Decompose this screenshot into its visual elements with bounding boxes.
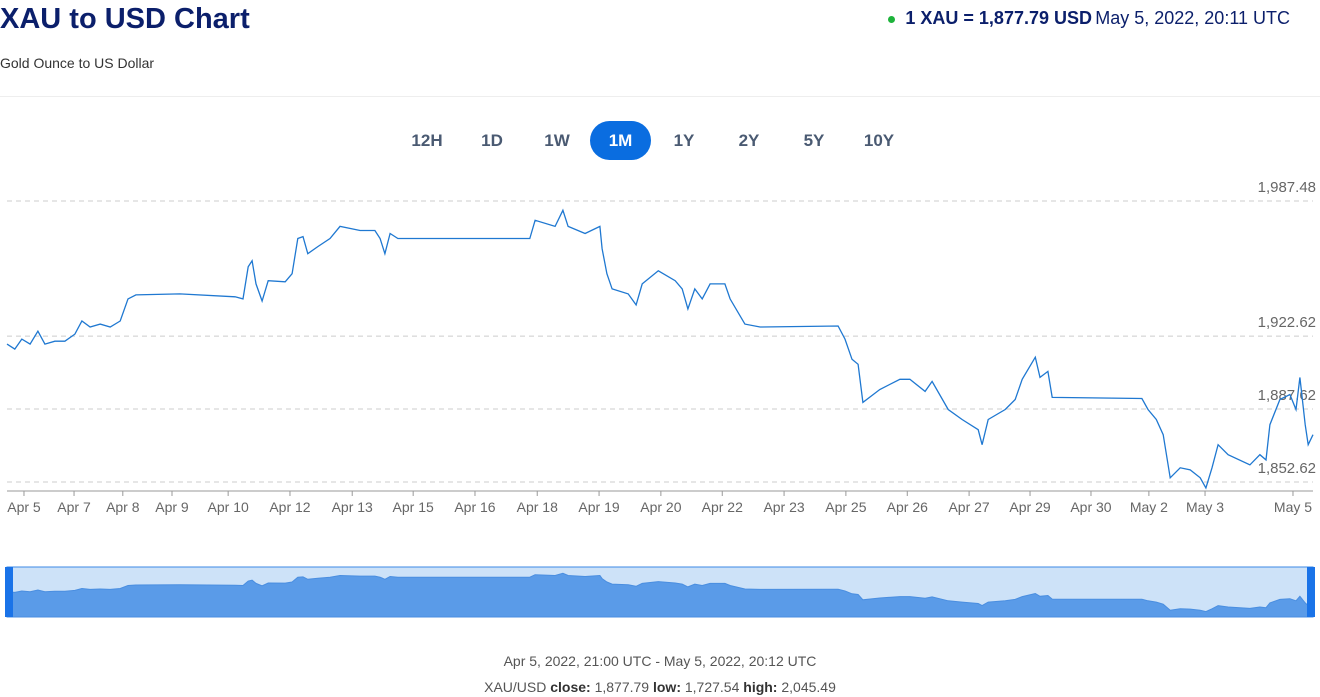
low-label: low: <box>652 679 681 695</box>
x-tick-label: Apr 8 <box>106 499 140 515</box>
navigator-handle[interactable] <box>1307 567 1315 617</box>
range-button[interactable]: 1D <box>481 131 503 150</box>
x-tick-label: Apr 15 <box>393 499 434 515</box>
pair: XAU/USD <box>484 679 547 695</box>
x-tick-label: Apr 16 <box>454 499 495 515</box>
x-tick-label: Apr 25 <box>825 499 866 515</box>
low: 1,727.54 <box>684 679 740 695</box>
range-button[interactable]: 1W <box>544 131 570 150</box>
high: 2,045.49 <box>781 679 836 695</box>
subtitle: Gold Ounce to US Dollar <box>0 55 155 71</box>
x-tick-label: Apr 27 <box>948 499 989 515</box>
x-tick-label: May 2 <box>1130 499 1168 515</box>
navigator-area <box>6 572 1314 618</box>
x-tick-label: Apr 7 <box>57 499 91 515</box>
separator <box>0 96 1320 97</box>
x-tick-label: Apr 18 <box>517 499 558 515</box>
high-label: high: <box>743 679 778 695</box>
navigator-handle[interactable] <box>5 567 13 617</box>
rate: 1 XAU = 1,877.79 USD <box>888 8 1092 29</box>
y-tick-label: 1,852.62 <box>1258 460 1316 477</box>
x-tick-label: Apr 30 <box>1070 499 1111 515</box>
x-tick-label: Apr 19 <box>578 499 619 515</box>
range-button[interactable]: 1M <box>590 121 651 160</box>
price-line <box>6 208 1314 490</box>
x-tick-label: Apr 5 <box>7 499 41 515</box>
close: 1,877.79 <box>594 679 650 695</box>
range-button[interactable]: 1Y <box>673 131 695 150</box>
x-tick-label: Apr 13 <box>332 499 373 515</box>
x-tick-label: Apr 20 <box>640 499 681 515</box>
x-tick-label: May 3 <box>1186 499 1224 515</box>
range-button[interactable]: 2Y <box>738 131 760 150</box>
x-tick-label: Apr 12 <box>269 499 310 515</box>
x-tick-label: Apr 23 <box>763 499 804 515</box>
close-label: close: <box>550 679 591 695</box>
range-button[interactable]: 10Y <box>863 131 895 150</box>
x-tick-label: May 5 <box>1274 499 1312 515</box>
range-button[interactable]: 5Y <box>803 131 825 150</box>
x-tick-label: Apr 9 <box>155 499 189 515</box>
timestamp: May 5, 2022, 20:11 UTC <box>1095 8 1290 28</box>
y-tick-label: 1,987.48 <box>1258 179 1316 196</box>
x-tick-label: Apr 22 <box>702 499 743 515</box>
x-tick-label: Apr 29 <box>1009 499 1050 515</box>
range-button[interactable]: 12H <box>411 131 443 150</box>
range-buttons: 12H 1D 1W 1M 1Y 2Y 5Y 10Y <box>395 121 912 160</box>
stats: XAU/USD close: 1,877.79 low: 1,727.54 hi… <box>0 679 1320 695</box>
x-tick-label: Apr 10 <box>208 499 249 515</box>
y-tick-label: 1,922.62 <box>1258 314 1316 331</box>
title: XAU to USD Chart <box>0 3 250 35</box>
date-range: Apr 5, 2022, 21:00 UTC - May 5, 2022, 20… <box>503 653 817 669</box>
x-tick-label: Apr 26 <box>887 499 928 515</box>
